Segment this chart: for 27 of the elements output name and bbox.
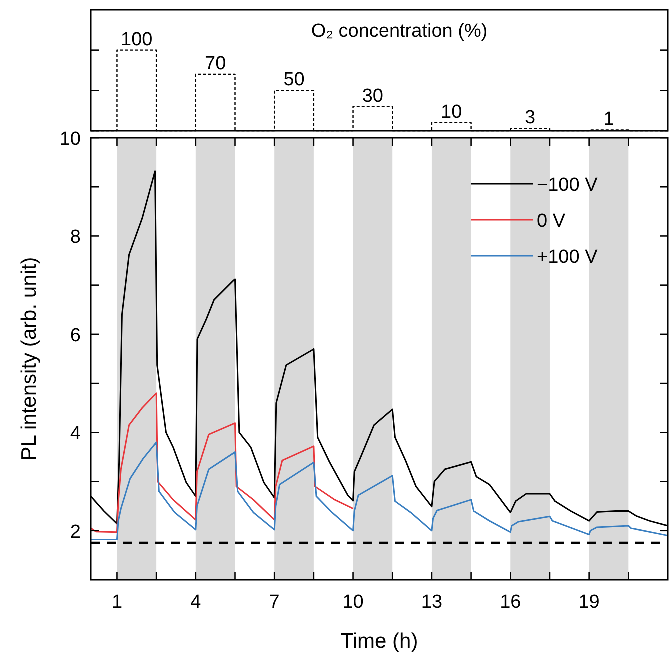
line-series <box>90 392 354 534</box>
x-tick-label: 7 <box>269 592 280 613</box>
text: O₂ concentration (%) <box>311 21 488 42</box>
y-tick-label: 8 <box>70 227 81 248</box>
data-label: 1 <box>604 109 614 130</box>
x-tick-label: 10 <box>342 592 364 613</box>
legend-label: −100 V <box>537 175 598 196</box>
y-axis-title: PL intensity (arb. unit) <box>18 257 41 461</box>
data-label: 10 <box>441 102 462 123</box>
y-tick-label: 10 <box>60 129 81 150</box>
y-tick-label: 4 <box>70 424 82 445</box>
x-tick-label: 19 <box>578 592 600 613</box>
x-tick-label: 4 <box>190 592 202 613</box>
legend-label: 0 V <box>537 211 566 232</box>
data-label: 3 <box>525 108 536 129</box>
legend-label: +100 V <box>537 247 598 268</box>
y-tick-label: 2 <box>70 522 81 543</box>
x-axis-title: Time (h) <box>340 630 418 653</box>
x-tick-label: 13 <box>421 592 443 613</box>
data-label: 30 <box>362 86 384 107</box>
line-series <box>90 442 669 540</box>
data-label: 100 <box>121 29 153 50</box>
data-label: 70 <box>205 54 226 75</box>
x-tick-label: 1 <box>112 592 123 613</box>
x-tick-label: 16 <box>500 592 522 613</box>
y-tick-label: 6 <box>70 325 81 346</box>
data-label: 50 <box>284 70 305 91</box>
